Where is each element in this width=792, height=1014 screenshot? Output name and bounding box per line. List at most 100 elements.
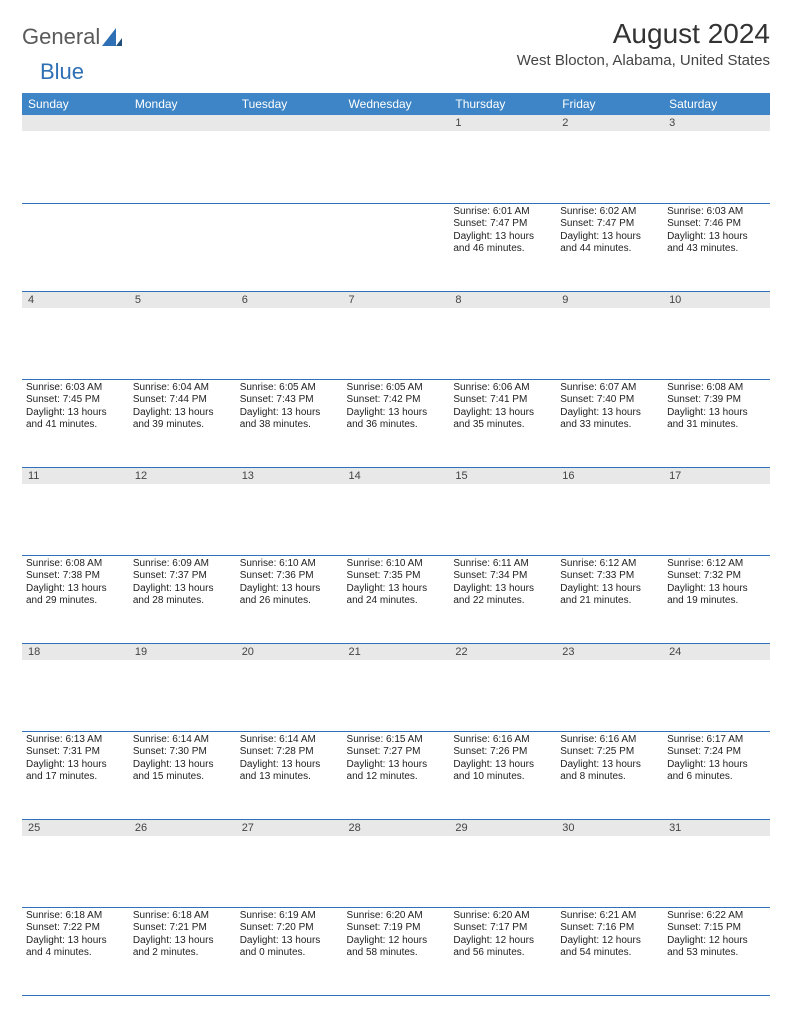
daylight-text: Daylight: 12 hours and 56 minutes. [453, 935, 552, 960]
day-number: 7 [343, 292, 450, 308]
sunset-text: Sunset: 7:22 PM [26, 922, 125, 935]
day-cell-number: 15 [449, 467, 556, 555]
sunrise-text: Sunrise: 6:20 AM [453, 910, 552, 923]
daylight-text: Daylight: 13 hours and 19 minutes. [667, 583, 766, 608]
day-cell-number: 31 [663, 819, 770, 907]
sunset-text: Sunset: 7:21 PM [133, 922, 232, 935]
day-number: 21 [343, 644, 450, 660]
sunrise-text: Sunrise: 6:11 AM [453, 558, 552, 571]
day-details: Sunrise: 6:05 AMSunset: 7:42 PMDaylight:… [343, 380, 450, 436]
day-number: 5 [129, 292, 236, 308]
sunrise-text: Sunrise: 6:21 AM [560, 910, 659, 923]
daylight-text: Daylight: 13 hours and 46 minutes. [453, 231, 552, 256]
day-cell-number: 22 [449, 643, 556, 731]
day-cell-body: Sunrise: 6:18 AMSunset: 7:21 PMDaylight:… [129, 907, 236, 995]
sunrise-text: Sunrise: 6:08 AM [667, 382, 766, 395]
daylight-text: Daylight: 13 hours and 26 minutes. [240, 583, 339, 608]
day-details: Sunrise: 6:19 AMSunset: 7:20 PMDaylight:… [236, 908, 343, 964]
day-details: Sunrise: 6:21 AMSunset: 7:16 PMDaylight:… [556, 908, 663, 964]
logo-sail-icon [102, 28, 122, 46]
day-cell-number: 23 [556, 643, 663, 731]
day-cell-body [343, 203, 450, 291]
daylight-text: Daylight: 13 hours and 17 minutes. [26, 759, 125, 784]
day-cell-number: 5 [129, 291, 236, 379]
day-cell-body: Sunrise: 6:04 AMSunset: 7:44 PMDaylight:… [129, 379, 236, 467]
day-cell-number: 27 [236, 819, 343, 907]
sunset-text: Sunset: 7:25 PM [560, 746, 659, 759]
day-cell-body: Sunrise: 6:06 AMSunset: 7:41 PMDaylight:… [449, 379, 556, 467]
week-daynum-row: 45678910 [22, 291, 770, 379]
day-cell-number: 10 [663, 291, 770, 379]
brand-part2: Blue [22, 59, 84, 85]
sunset-text: Sunset: 7:40 PM [560, 394, 659, 407]
daylight-text: Daylight: 13 hours and 36 minutes. [347, 407, 446, 432]
sunrise-text: Sunrise: 6:19 AM [240, 910, 339, 923]
day-number: 14 [343, 468, 450, 484]
location-text: West Blocton, Alabama, United States [517, 52, 770, 69]
day-cell-body [22, 203, 129, 291]
daylight-text: Daylight: 13 hours and 21 minutes. [560, 583, 659, 608]
week-body-row: Sunrise: 6:18 AMSunset: 7:22 PMDaylight:… [22, 907, 770, 995]
daylight-text: Daylight: 13 hours and 8 minutes. [560, 759, 659, 784]
sunset-text: Sunset: 7:30 PM [133, 746, 232, 759]
day-number [129, 115, 236, 131]
day-number: 27 [236, 820, 343, 836]
day-cell-body: Sunrise: 6:03 AMSunset: 7:45 PMDaylight:… [22, 379, 129, 467]
sunset-text: Sunset: 7:20 PM [240, 922, 339, 935]
sunset-text: Sunset: 7:15 PM [667, 922, 766, 935]
day-number: 11 [22, 468, 129, 484]
day-cell-number: 24 [663, 643, 770, 731]
day-number [22, 115, 129, 131]
day-details: Sunrise: 6:02 AMSunset: 7:47 PMDaylight:… [556, 204, 663, 260]
dow-saturday: Saturday [663, 93, 770, 115]
day-number: 24 [663, 644, 770, 660]
day-details: Sunrise: 6:17 AMSunset: 7:24 PMDaylight:… [663, 732, 770, 788]
day-number: 18 [22, 644, 129, 660]
day-cell-body [129, 203, 236, 291]
daylight-text: Daylight: 13 hours and 29 minutes. [26, 583, 125, 608]
daylight-text: Daylight: 13 hours and 35 minutes. [453, 407, 552, 432]
day-details: Sunrise: 6:04 AMSunset: 7:44 PMDaylight:… [129, 380, 236, 436]
day-number: 25 [22, 820, 129, 836]
day-details: Sunrise: 6:06 AMSunset: 7:41 PMDaylight:… [449, 380, 556, 436]
day-cell-number: 20 [236, 643, 343, 731]
day-details: Sunrise: 6:13 AMSunset: 7:31 PMDaylight:… [22, 732, 129, 788]
day-cell-body: Sunrise: 6:08 AMSunset: 7:39 PMDaylight:… [663, 379, 770, 467]
sunrise-text: Sunrise: 6:13 AM [26, 734, 125, 747]
day-cell-number: 21 [343, 643, 450, 731]
sunrise-text: Sunrise: 6:10 AM [347, 558, 446, 571]
sunrise-text: Sunrise: 6:07 AM [560, 382, 659, 395]
sunset-text: Sunset: 7:33 PM [560, 570, 659, 583]
day-number: 17 [663, 468, 770, 484]
day-cell-number: 3 [663, 115, 770, 203]
day-details: Sunrise: 6:03 AMSunset: 7:45 PMDaylight:… [22, 380, 129, 436]
day-cell-number: 18 [22, 643, 129, 731]
week-body-row: Sunrise: 6:01 AMSunset: 7:47 PMDaylight:… [22, 203, 770, 291]
day-cell-body: Sunrise: 6:09 AMSunset: 7:37 PMDaylight:… [129, 555, 236, 643]
day-cell-number [343, 115, 450, 203]
sunset-text: Sunset: 7:34 PM [453, 570, 552, 583]
sunset-text: Sunset: 7:28 PM [240, 746, 339, 759]
day-cell-body: Sunrise: 6:05 AMSunset: 7:43 PMDaylight:… [236, 379, 343, 467]
dow-thursday: Thursday [449, 93, 556, 115]
sunset-text: Sunset: 7:16 PM [560, 922, 659, 935]
daylight-text: Daylight: 13 hours and 44 minutes. [560, 231, 659, 256]
calendar-body: 123Sunrise: 6:01 AMSunset: 7:47 PMDaylig… [22, 115, 770, 995]
sunset-text: Sunset: 7:37 PM [133, 570, 232, 583]
day-details: Sunrise: 6:08 AMSunset: 7:39 PMDaylight:… [663, 380, 770, 436]
day-cell-number: 13 [236, 467, 343, 555]
calendar-table: Sunday Monday Tuesday Wednesday Thursday… [22, 93, 770, 996]
daylight-text: Daylight: 13 hours and 39 minutes. [133, 407, 232, 432]
day-cell-number [22, 115, 129, 203]
day-cell-body: Sunrise: 6:03 AMSunset: 7:46 PMDaylight:… [663, 203, 770, 291]
day-cell-body: Sunrise: 6:16 AMSunset: 7:26 PMDaylight:… [449, 731, 556, 819]
sunrise-text: Sunrise: 6:14 AM [133, 734, 232, 747]
day-details: Sunrise: 6:01 AMSunset: 7:47 PMDaylight:… [449, 204, 556, 260]
day-cell-number: 26 [129, 819, 236, 907]
day-number: 29 [449, 820, 556, 836]
day-cell-number: 28 [343, 819, 450, 907]
week-body-row: Sunrise: 6:13 AMSunset: 7:31 PMDaylight:… [22, 731, 770, 819]
day-details: Sunrise: 6:20 AMSunset: 7:19 PMDaylight:… [343, 908, 450, 964]
daylight-text: Daylight: 13 hours and 41 minutes. [26, 407, 125, 432]
day-cell-number: 11 [22, 467, 129, 555]
